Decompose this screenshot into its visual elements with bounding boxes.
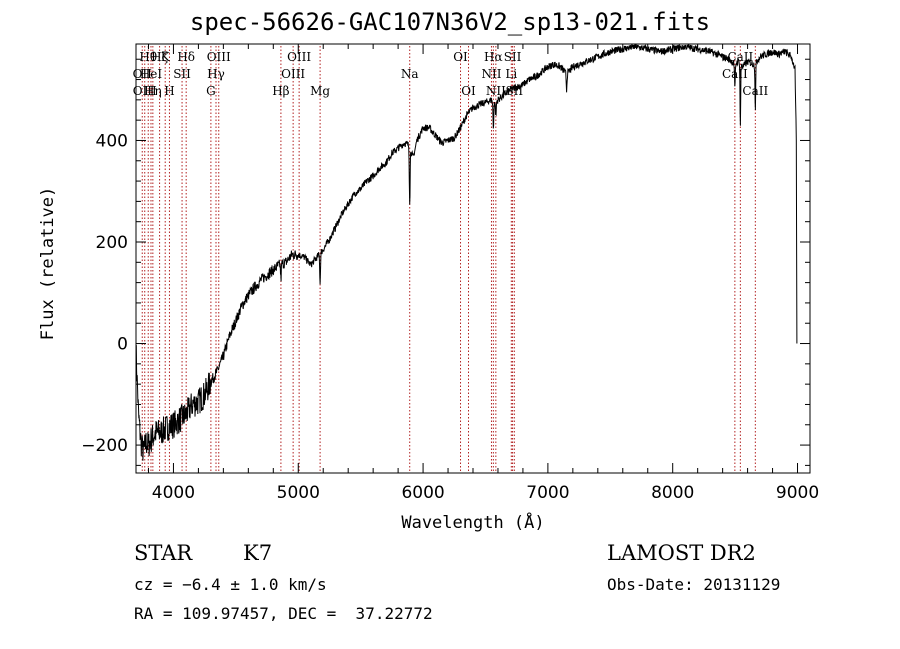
- line-label-15: OIII: [287, 50, 311, 64]
- emission-line-markers: [141, 46, 756, 473]
- line-label-22: NII: [486, 84, 506, 98]
- line-label-14: OIII: [281, 67, 305, 81]
- line-label-19: OI: [461, 84, 476, 98]
- line-label-2: Hθ: [139, 50, 157, 64]
- x-axis: 4000 5000 6000 7000 8000 9000: [147, 44, 819, 503]
- redshift-velocity: cz = −6.4 ± 1.0 km/s: [134, 575, 327, 594]
- line-label-16: Mg: [310, 84, 330, 98]
- x-axis-label: Wavelength (Å): [401, 511, 544, 533]
- line-label-3: HeI: [140, 67, 163, 81]
- line-label-20: NII: [481, 67, 501, 81]
- object-class: STAR: [134, 541, 193, 565]
- line-label-1: OIII: [133, 84, 157, 98]
- line-label-13: Hβ: [272, 84, 289, 98]
- x-tick-label: 5000: [277, 483, 320, 503]
- spectrum-series-line: [135, 43, 798, 461]
- y-axis: −200 0 200 400: [81, 58, 810, 466]
- x-tick-label: 4000: [152, 483, 195, 503]
- y-axis-label: Flux (relative): [38, 187, 58, 341]
- y-tick-label: 200: [96, 233, 128, 253]
- line-label-5: Hζ: [151, 50, 168, 64]
- line-label-24: SII: [504, 50, 522, 64]
- y-tick-label: 400: [96, 131, 128, 151]
- line-label-12: OIII: [207, 50, 231, 64]
- line-label-9: Hδ: [177, 50, 195, 64]
- x-tick-label: 9000: [776, 483, 819, 503]
- chart-title: spec-56626-GAC107N36V2_sp13-021.fits: [189, 8, 711, 36]
- line-label-18: OI: [453, 50, 468, 64]
- x-tick-label: 8000: [651, 483, 694, 503]
- y-tick-label: −200: [81, 436, 128, 456]
- line-label-23: Li: [505, 67, 517, 81]
- sky-coordinates: RA = 109.97457, DEC = 37.22772: [134, 604, 433, 623]
- line-label-10: G: [206, 84, 216, 98]
- emission-line-labels: OII OIII Hθ HeI Hη HζK H SII Hδ G Hγ OIII Hβ OIII OIII…: [133, 50, 769, 98]
- line-label-7: H: [164, 84, 174, 98]
- line-label-8: SII: [173, 67, 191, 81]
- line-label-17: Na: [401, 67, 419, 81]
- y-tick-label: 0: [117, 335, 128, 355]
- object-subclass: K7: [243, 541, 273, 565]
- line-label-21: Hα: [484, 50, 503, 64]
- line-label-6: K: [161, 50, 171, 64]
- line-label-11: Hγ: [207, 67, 225, 81]
- line-label-4: Hη: [144, 84, 162, 98]
- survey-name: LAMOST DR2: [607, 541, 756, 565]
- x-tick-label: 6000: [401, 483, 444, 503]
- observation-date: Obs-Date: 20131129: [607, 575, 781, 594]
- line-label-0: OII: [133, 67, 153, 81]
- x-tick-label: 7000: [526, 483, 569, 503]
